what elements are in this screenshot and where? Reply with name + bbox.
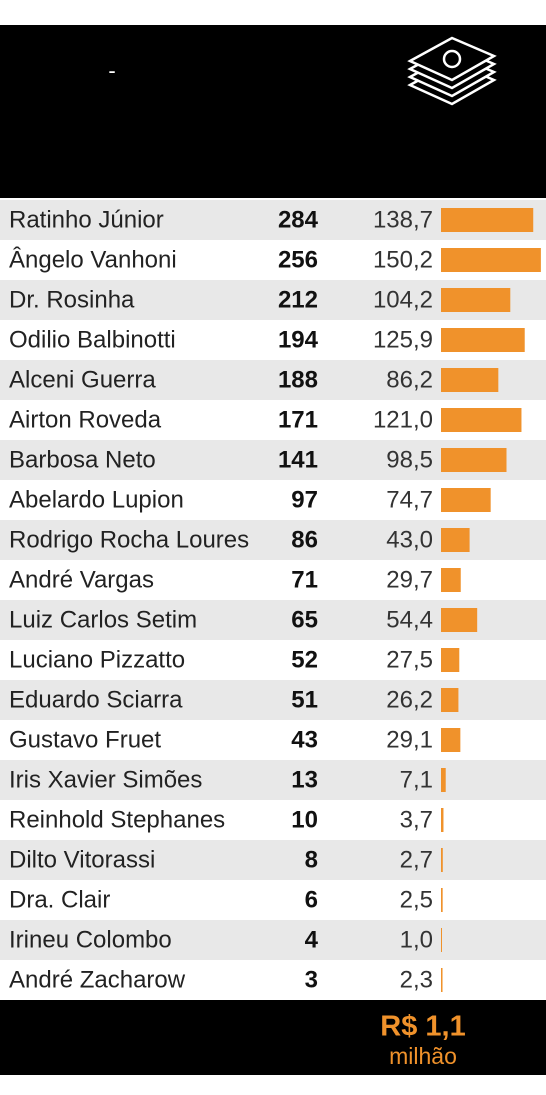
count: 4	[305, 926, 319, 953]
row-background	[0, 760, 546, 800]
bar	[441, 688, 459, 712]
name: Eduardo Sciarra	[9, 686, 183, 713]
bar	[441, 568, 461, 592]
amount: 86,2	[386, 366, 433, 393]
bar	[441, 928, 442, 952]
count: 141	[278, 446, 318, 473]
bar	[441, 488, 491, 512]
bar	[441, 368, 499, 392]
amount: 2,5	[400, 886, 433, 913]
amount: 98,5	[386, 446, 433, 473]
bar	[441, 888, 443, 912]
header-dash: -	[108, 58, 115, 83]
bar	[441, 728, 461, 752]
amount: 27,5	[386, 646, 433, 673]
count: 212	[278, 286, 318, 313]
count: 256	[278, 246, 318, 273]
count: 51	[291, 686, 318, 713]
amount: 2,3	[400, 966, 433, 993]
amount: 3,7	[400, 806, 433, 833]
count: 3	[305, 966, 318, 993]
name: Barbosa Neto	[9, 446, 156, 473]
name: Dilto Vitorassi	[9, 846, 155, 873]
name: Abelardo Lupion	[9, 486, 184, 513]
count: 43	[291, 726, 318, 753]
bar	[441, 288, 511, 312]
name: Alceni Guerra	[9, 366, 156, 393]
count: 13	[291, 766, 318, 793]
bar	[441, 808, 444, 832]
bar	[441, 648, 460, 672]
name: Gustavo Fruet	[9, 726, 161, 753]
amount: 2,7	[400, 846, 433, 873]
bar	[441, 608, 478, 632]
row-background	[0, 920, 546, 960]
amount: 125,9	[373, 326, 433, 353]
count: 6	[305, 886, 318, 913]
total-unit: milhão	[389, 1043, 457, 1069]
name: Luciano Pizzatto	[9, 646, 185, 673]
count: 10	[291, 806, 318, 833]
name: Dra. Clair	[9, 886, 110, 913]
amount: 7,1	[400, 766, 433, 793]
name: Iris Xavier Simões	[9, 766, 202, 793]
name: Odilio Balbinotti	[9, 326, 176, 353]
footer-band	[0, 1000, 546, 1075]
count: 97	[291, 486, 318, 513]
count: 52	[291, 646, 318, 673]
count: 8	[305, 846, 318, 873]
amount: 104,2	[373, 286, 433, 313]
bar	[441, 248, 541, 272]
amount: 138,7	[373, 206, 433, 233]
total-amount: R$ 1,1	[380, 1011, 465, 1043]
amount: 29,1	[386, 726, 433, 753]
name: Rodrigo Rocha Loures	[9, 526, 249, 553]
bar	[441, 208, 534, 232]
bar	[441, 448, 507, 472]
amount: 54,4	[386, 606, 433, 633]
bar	[441, 528, 470, 552]
row-background	[0, 840, 546, 880]
name: Dr. Rosinha	[9, 286, 135, 313]
name: Reinhold Stephanes	[9, 806, 225, 833]
count: 188	[278, 366, 318, 393]
name: Irineu Colombo	[9, 926, 172, 953]
amount: 74,7	[386, 486, 433, 513]
amount: 121,0	[373, 406, 433, 433]
count: 71	[291, 566, 318, 593]
count: 86	[291, 526, 318, 553]
bar	[441, 328, 525, 352]
count: 284	[278, 206, 319, 233]
amount: 29,7	[386, 566, 433, 593]
amount: 1,0	[400, 926, 433, 953]
amount: 26,2	[386, 686, 433, 713]
count: 171	[278, 406, 318, 433]
count: 194	[278, 326, 319, 353]
amount: 150,2	[373, 246, 433, 273]
name: Ratinho Júnior	[9, 206, 164, 233]
amount: 43,0	[386, 526, 433, 553]
name: André Vargas	[9, 566, 154, 593]
name: Airton Roveda	[9, 406, 162, 433]
name: Luiz Carlos Setim	[9, 606, 197, 633]
bar	[441, 848, 443, 872]
count: 65	[291, 606, 318, 633]
name: André Zacharow	[9, 966, 186, 993]
bar	[441, 968, 443, 992]
name: Ângelo Vanhoni	[9, 246, 177, 273]
money-icon	[407, 36, 497, 106]
bar	[441, 408, 522, 432]
bar	[441, 768, 446, 792]
